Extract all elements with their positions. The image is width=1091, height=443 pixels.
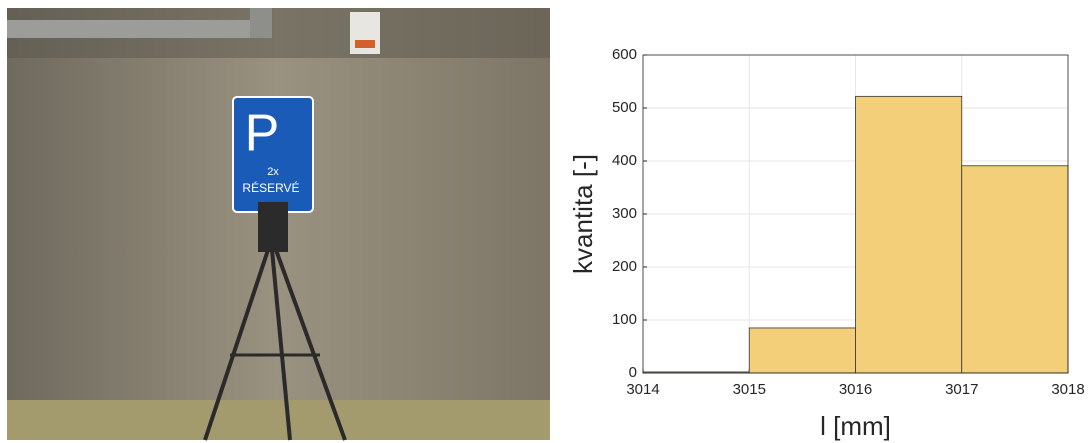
x-tick-label: 3015 <box>733 381 766 398</box>
x-axis-label: l [mm] <box>820 411 891 441</box>
tripod <box>203 249 347 441</box>
sign-letter: P <box>245 105 280 163</box>
device-label <box>355 40 375 48</box>
y-tick-label: 600 <box>612 46 637 63</box>
chart: 0 100 200 300 400 500 600 3014 3015 3016 3017 3018 l… <box>568 46 1085 441</box>
y-tick-label: 200 <box>612 258 637 275</box>
photo: P 2x RÉSERVÉ <box>7 8 550 441</box>
axes-box <box>642 54 1069 374</box>
bar <box>961 165 1069 374</box>
y-tick-label: 500 <box>612 99 637 116</box>
pipe <box>7 20 262 38</box>
x-tick-label: 3016 <box>839 381 872 398</box>
x-tick-label: 3014 <box>626 381 659 398</box>
y-tick-label: 300 <box>612 205 637 222</box>
camera <box>258 202 288 252</box>
sign-count: 2x <box>267 166 279 178</box>
sign-text: RÉSERVÉ <box>242 180 299 195</box>
y-tick-label: 0 <box>629 364 637 381</box>
bar <box>855 95 963 374</box>
pipe-bend <box>250 8 272 38</box>
x-tick-label: 3018 <box>1051 381 1084 398</box>
bar <box>748 327 856 374</box>
y-axis-label: kvantita [-] <box>568 154 598 274</box>
y-tick-label: 100 <box>612 311 637 328</box>
y-tick-label: 400 <box>612 152 637 169</box>
x-tick-label: 3017 <box>945 381 978 398</box>
floor <box>7 400 550 440</box>
